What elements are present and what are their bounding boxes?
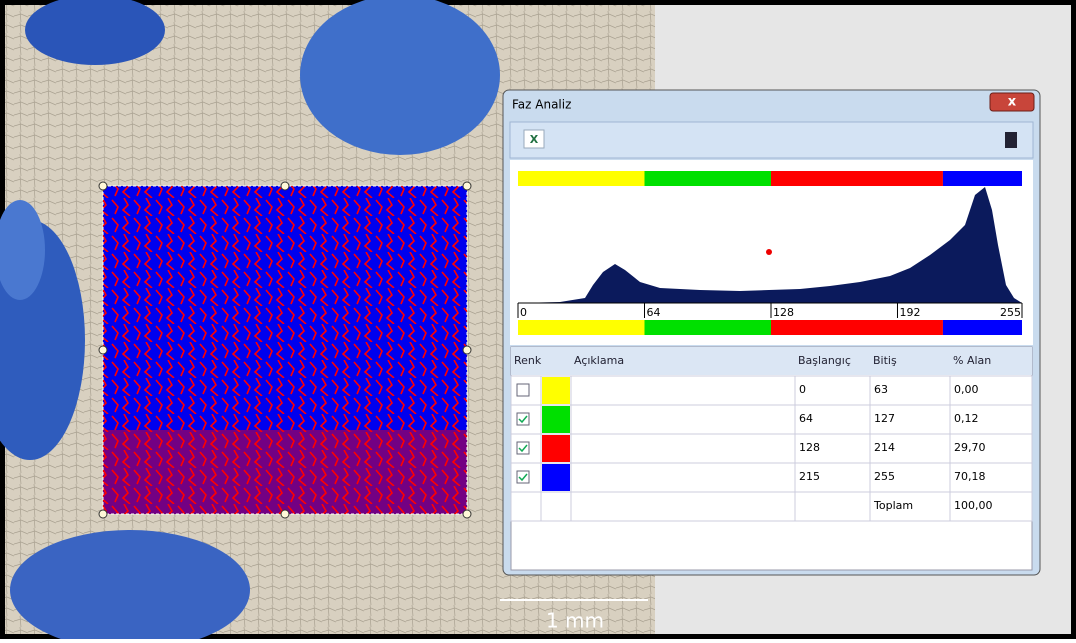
end-cell: 127	[874, 412, 895, 425]
tick-label: 128	[773, 306, 794, 319]
area-cell: 29,70	[954, 441, 986, 454]
total-label: Toplam	[873, 499, 913, 512]
total-value: 100,00	[954, 499, 993, 512]
area-cell: 0,00	[954, 383, 979, 396]
dialog: Faz Analiz x X 0 64 128 192 255 Renk Açıklama…	[503, 90, 1040, 575]
marker	[766, 249, 772, 255]
column-header: Başlangıç	[798, 354, 851, 367]
column-header: Renk	[514, 354, 542, 367]
checkbox[interactable]	[517, 413, 529, 425]
screen: 1 mm Faz Analiz x X 0 64 128 192 255 Renk Açı…	[0, 0, 1076, 639]
color-swatch	[542, 464, 570, 491]
color-band	[518, 171, 644, 186]
tick-label: 0	[520, 306, 527, 319]
checkbox[interactable]	[517, 471, 529, 483]
color-band	[771, 171, 943, 186]
start-cell: 128	[799, 441, 820, 454]
color-band	[771, 320, 943, 335]
column-header: % Alan	[953, 354, 991, 367]
end-cell: 214	[874, 441, 895, 454]
tick-label: 64	[646, 306, 660, 319]
color-band	[644, 171, 770, 186]
checkbox[interactable]	[517, 442, 529, 454]
color-band	[518, 320, 644, 335]
color-band	[644, 320, 770, 335]
area-cell: 0,12	[954, 412, 979, 425]
area-cell: 70,18	[954, 470, 986, 483]
color-swatch	[542, 377, 570, 404]
tick-label: 192	[899, 306, 920, 319]
color-swatch	[542, 435, 570, 462]
color-band	[943, 171, 1022, 186]
start-cell: 0	[799, 383, 806, 396]
scale-label: 1 mm	[546, 609, 604, 633]
color-swatch	[542, 406, 570, 433]
excel-icon: X	[530, 133, 539, 146]
column-header: Bitiş	[873, 354, 897, 367]
pin-button[interactable]	[1005, 132, 1017, 148]
start-cell: 215	[799, 470, 820, 483]
close-icon: x	[1008, 95, 1017, 110]
start-cell: 64	[799, 412, 813, 425]
end-cell: 63	[874, 383, 888, 396]
column-header: Açıklama	[574, 354, 624, 367]
tick-label: 255	[1000, 306, 1021, 319]
window-title: Faz Analiz	[512, 98, 571, 112]
end-cell: 255	[874, 470, 895, 483]
checkbox[interactable]	[517, 384, 529, 396]
color-band	[943, 320, 1022, 335]
